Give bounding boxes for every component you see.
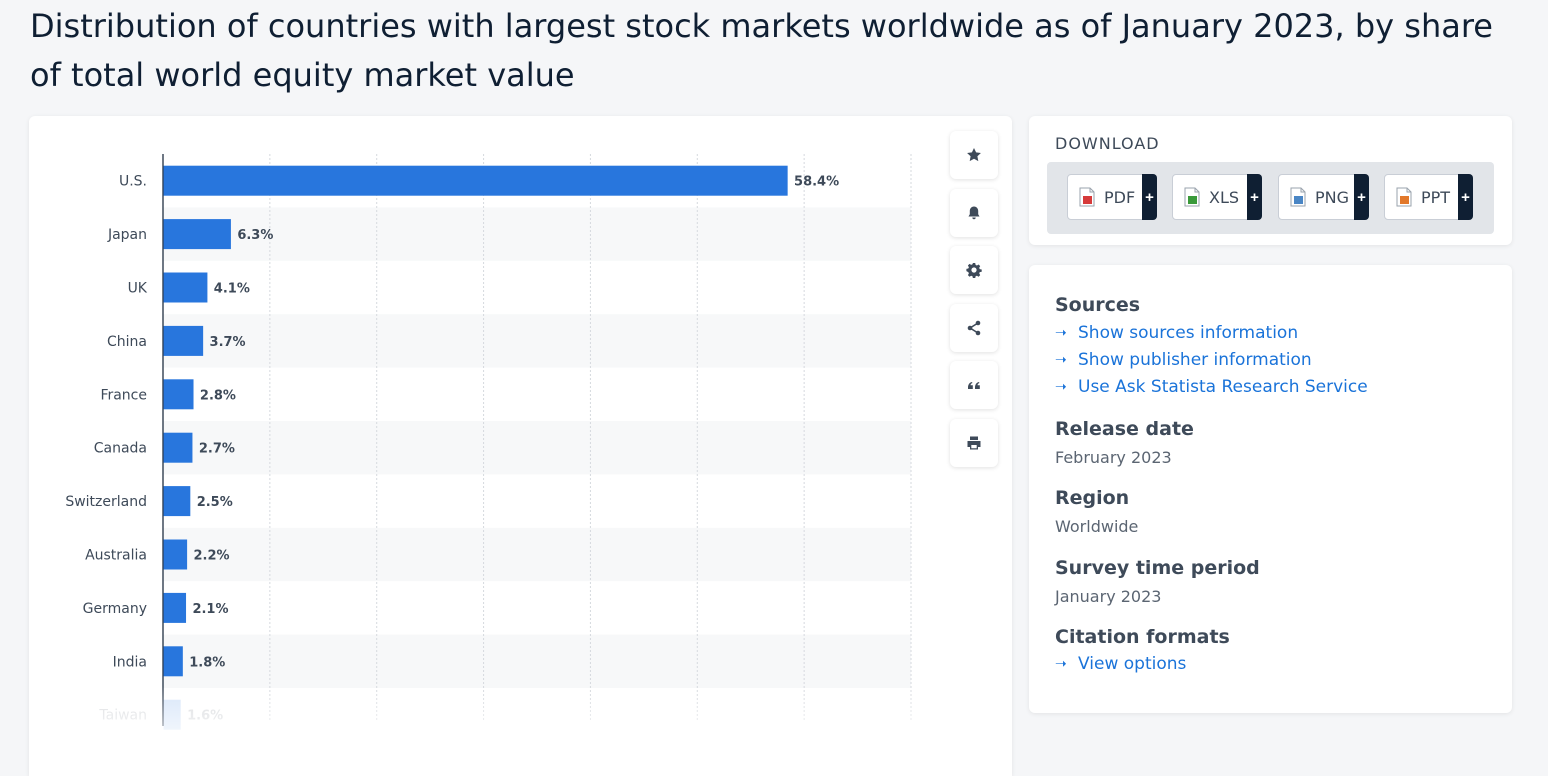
download-ppt-button[interactable]: PPT + — [1384, 174, 1473, 220]
value-label: 2.8% — [200, 388, 236, 403]
value-label: 2.7% — [199, 442, 235, 457]
row-stripe — [163, 634, 911, 688]
chart-toolbar — [950, 131, 998, 476]
plus-icon[interactable]: + — [1458, 174, 1473, 220]
ppt-file-icon — [1396, 187, 1412, 207]
gear-icon — [966, 263, 982, 278]
download-card: DOWNLOAD PDF + XLS + PNG + PPT + — [1029, 116, 1512, 245]
value-label: 1.8% — [189, 655, 225, 670]
row-stripe — [163, 421, 911, 475]
category-label: Japan — [107, 227, 147, 243]
view-options-link[interactable]: ➝ View options — [1055, 654, 1186, 674]
row-stripe — [163, 527, 911, 582]
region-value: Worldwide — [1055, 517, 1139, 536]
png-file-icon — [1290, 187, 1306, 207]
arrow-right-icon: ➝ — [1055, 656, 1067, 672]
favorite-button[interactable] — [950, 131, 998, 179]
bar[interactable] — [163, 539, 188, 570]
category-label: Germany — [83, 601, 147, 617]
share-icon — [967, 320, 981, 335]
citation-formats-heading: Citation formats — [1055, 626, 1230, 648]
share-button[interactable] — [950, 303, 998, 352]
info-card: Sources ➝ Show sources information ➝ Show … — [1029, 265, 1512, 713]
arrow-right-icon: ➝ — [1055, 379, 1067, 395]
category-label: UK — [128, 281, 148, 297]
show-publisher-link[interactable]: ➝ Show publisher information — [1055, 350, 1312, 370]
link-label: View options — [1078, 654, 1187, 674]
download-png-button[interactable]: PNG + — [1278, 174, 1369, 220]
download-label: PDF — [1104, 187, 1136, 207]
category-label: Australia — [85, 548, 147, 564]
survey-period-heading: Survey time period — [1055, 557, 1260, 579]
category-label: Canada — [94, 441, 147, 457]
plus-icon[interactable]: + — [1142, 174, 1157, 220]
category-label: Switzerland — [65, 494, 147, 510]
download-xls-button[interactable]: XLS + — [1172, 174, 1262, 220]
star-icon — [967, 148, 981, 162]
survey-period-value: January 2023 — [1055, 587, 1162, 606]
link-label: Use Ask Statista Research Service — [1078, 377, 1368, 397]
region-heading: Region — [1055, 487, 1130, 509]
bar[interactable] — [163, 272, 208, 303]
link-label: Show publisher information — [1078, 350, 1312, 370]
download-label: XLS — [1209, 187, 1240, 207]
row-stripe — [163, 207, 911, 261]
download-bar: PDF + XLS + PNG + PPT + — [1047, 162, 1494, 234]
download-pdf-button[interactable]: PDF + — [1067, 174, 1157, 220]
value-label: 2.2% — [194, 549, 230, 564]
value-label: 3.7% — [210, 335, 246, 350]
arrow-right-icon: ➝ — [1055, 352, 1067, 368]
bar[interactable] — [163, 592, 187, 623]
release-date-heading: Release date — [1055, 418, 1194, 440]
category-label: China — [107, 334, 147, 350]
settings-button[interactable] — [950, 246, 998, 294]
plus-icon[interactable]: + — [1354, 174, 1369, 220]
bar-chart: U.S. 58.4% Japan 6.3% UK 4.1% China 3.7% France 2… — [29, 154, 969, 758]
download-label: PNG — [1315, 187, 1350, 207]
value-label: 58.4% — [794, 175, 839, 190]
bar[interactable] — [163, 486, 191, 517]
category-label: France — [100, 387, 147, 403]
page-title: Distribution of countries with largest s… — [30, 7, 1493, 94]
bar[interactable] — [163, 325, 204, 356]
notification-button[interactable] — [950, 188, 998, 237]
row-stripe — [163, 314, 911, 368]
value-label: 4.1% — [214, 282, 250, 297]
show-sources-link[interactable]: ➝ Show sources information — [1055, 323, 1298, 343]
quote-icon — [968, 382, 980, 389]
xls-file-icon — [1184, 187, 1200, 207]
category-label: U.S. — [119, 174, 147, 190]
bar[interactable] — [163, 165, 788, 196]
value-label: 2.1% — [192, 602, 228, 617]
print-icon — [967, 436, 981, 449]
chart-card: U.S. 58.4% Japan 6.3% UK 4.1% China 3.7% France 2… — [29, 116, 1012, 776]
sources-heading: Sources — [1055, 294, 1141, 316]
category-label: India — [113, 654, 147, 670]
link-label: Show sources information — [1078, 323, 1299, 343]
print-button[interactable] — [950, 418, 998, 467]
value-label: 6.3% — [237, 228, 273, 243]
value-label: 2.5% — [197, 495, 233, 510]
fade-overlay — [29, 686, 969, 758]
bar[interactable] — [163, 432, 193, 463]
bar[interactable] — [163, 379, 194, 410]
pdf-file-icon — [1079, 187, 1095, 207]
release-date-value: February 2023 — [1055, 448, 1172, 467]
bell-icon — [968, 206, 980, 219]
cite-button[interactable] — [950, 361, 998, 409]
download-title: DOWNLOAD — [1055, 134, 1160, 153]
bar[interactable] — [163, 219, 231, 250]
bar[interactable] — [163, 646, 183, 677]
arrow-right-icon: ➝ — [1055, 325, 1067, 341]
plus-icon[interactable]: + — [1247, 174, 1262, 220]
download-label: PPT — [1421, 187, 1451, 207]
ask-statista-link[interactable]: ➝ Use Ask Statista Research Service — [1055, 377, 1368, 397]
